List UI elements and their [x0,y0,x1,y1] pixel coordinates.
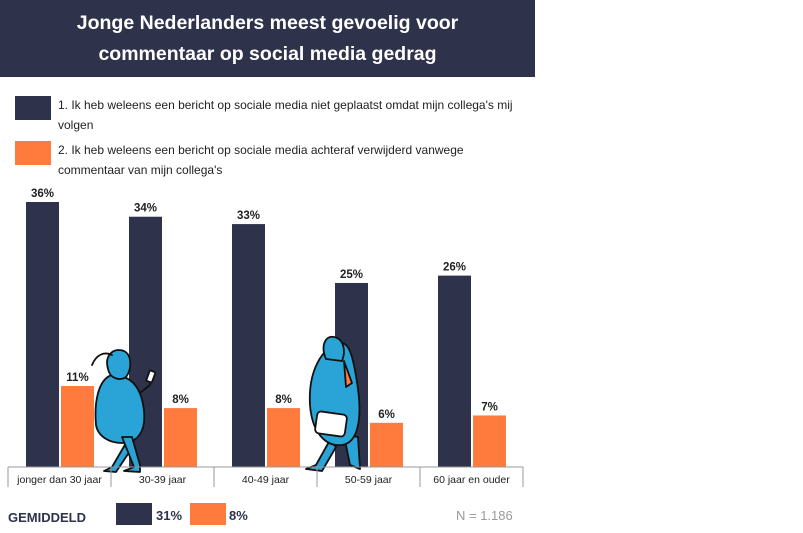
x-tick-label-1: jonger dan 30 jaar [16,474,102,486]
data-label-series1-4: 25% [340,269,363,281]
woman-with-phone-illustration [91,349,157,473]
data-label-series2-3: 8% [275,394,292,406]
legend-label-1: 1. Ik heb weleens een bericht op sociale… [58,98,513,132]
x-tick-label-3: 40-49 jaar [242,474,290,486]
man-with-tablet-illustration [305,335,361,472]
legend-item-2: 2. Ik heb weleens een bericht op sociale… [15,140,518,180]
average-value-2: 8% [229,508,248,523]
chart-footer: GEMIDDELD 31% 8% N = 1.186 [0,503,535,529]
chart-header: Jonge Nederlanders meest gevoelig voor c… [0,0,535,77]
data-label-series2-2: 8% [172,394,189,406]
data-label-series2-5: 7% [481,401,498,413]
bar-series1-3 [232,224,265,467]
bar-series2-1 [61,386,94,467]
average-swatch-1 [116,503,152,525]
bar-series2-2 [164,408,197,467]
data-label-series1-2: 34% [134,203,157,215]
legend-label-2: 2. Ik heb weleens een bericht op sociale… [58,143,464,177]
bar-chart: 36% 11% 34% 8% 33% 8% 25% 6% 26% 7% jonger dan 30… [7,188,524,487]
chart-title: Jonge Nederlanders meest gevoelig voor c… [76,11,459,65]
average-value-1: 31% [156,508,183,523]
x-axis: jonger dan 30 jaar 30-39 jaar 40-49 jaar 50… [7,466,524,487]
bar-series2-4 [370,422,403,467]
legend-item-1: 1. Ik heb weleens een bericht op sociale… [15,95,518,135]
average-label: GEMIDDELD [8,510,86,525]
x-tick-label-5: 60 jaar en ouder [433,474,510,486]
data-label-series2-1: 11% [66,372,88,384]
legend-swatch-2 [15,141,51,165]
x-tick-label-2: 30-39 jaar [139,474,187,486]
sample-size-label: N = 1.186 [456,508,513,523]
data-label-series2-4: 6% [378,409,395,421]
bar-series2-3 [267,408,300,467]
average-swatch-2 [190,503,226,525]
legend-swatch-1 [15,96,51,120]
x-tick-label-4: 50-59 jaar [345,474,393,486]
data-label-series1-1: 36% [31,188,54,200]
bar-series1-5 [438,275,471,467]
data-label-series1-3: 33% [237,210,260,222]
data-label-series1-5: 26% [443,262,466,274]
bar-series2-5 [473,415,506,467]
bar-series1-1 [26,202,59,467]
